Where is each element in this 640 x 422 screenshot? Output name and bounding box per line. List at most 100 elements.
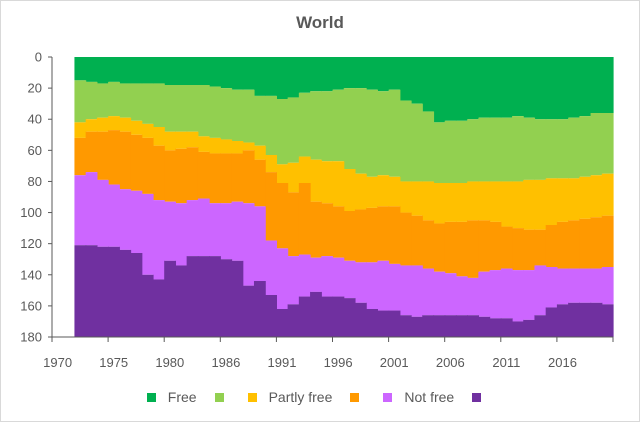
- area-segment: [85, 245, 98, 337]
- series-free: [74, 57, 614, 123]
- area-segment: [399, 265, 412, 316]
- area-segment: [377, 206, 390, 261]
- area-segment: [85, 81, 98, 120]
- area-segment: [422, 268, 435, 316]
- area-segment: [152, 200, 165, 280]
- area-segment: [579, 268, 592, 303]
- area-segment: [556, 119, 569, 179]
- series-band-4: [74, 130, 614, 278]
- x-tick-label: 2006: [436, 355, 465, 370]
- area-segment: [298, 57, 311, 93]
- area-segment: [276, 183, 289, 249]
- area-segment: [478, 117, 491, 182]
- area-segment: [152, 279, 165, 337]
- area-segment: [343, 211, 356, 261]
- area-segment: [321, 91, 334, 162]
- x-tick-label: 1980: [155, 355, 184, 370]
- area-segment: [455, 120, 468, 183]
- area-segment: [175, 148, 188, 204]
- area-segment: [220, 57, 233, 89]
- area-segment: [321, 256, 334, 297]
- area-segment: [85, 172, 98, 246]
- area-segment: [590, 217, 603, 269]
- area-segment: [298, 296, 311, 337]
- area-segment: [489, 57, 502, 118]
- area-segment: [545, 119, 558, 179]
- area-segment: [108, 81, 120, 117]
- area-segment: [534, 119, 547, 180]
- y-tick-label: 20: [28, 81, 42, 96]
- y-tick-label: 120: [20, 236, 42, 251]
- area-segment: [500, 268, 513, 319]
- area-segment: [444, 221, 457, 274]
- area-segment: [377, 260, 390, 311]
- x-tick-label: 2011: [492, 355, 520, 370]
- area-segment: [310, 159, 322, 202]
- area-segment: [242, 89, 255, 143]
- area-segment: [500, 181, 513, 227]
- area-segment: [276, 57, 289, 99]
- area-segment: [556, 178, 569, 222]
- area-segment: [366, 57, 378, 90]
- area-segment: [422, 315, 435, 337]
- area-segment: [500, 226, 513, 269]
- legend-item: Not free: [383, 389, 460, 405]
- area-segment: [523, 319, 536, 337]
- area-segment: [579, 176, 592, 219]
- area-segment: [298, 92, 311, 157]
- area-segment: [186, 147, 199, 201]
- area-segment: [411, 215, 423, 266]
- y-tick-label: 180: [20, 330, 42, 345]
- area-segment: [444, 273, 457, 316]
- area-segment: [455, 221, 468, 277]
- y-tick-label: 60: [28, 143, 42, 158]
- area-segment: [377, 91, 390, 176]
- legend-label: Free: [167, 389, 197, 405]
- area-segment: [108, 57, 120, 82]
- area-segment: [220, 139, 233, 154]
- area-segment: [523, 270, 536, 320]
- stacked-areas: [74, 57, 614, 337]
- area-segment: [366, 207, 378, 263]
- area-segment: [85, 119, 98, 132]
- area-segment: [209, 256, 221, 337]
- legend-item: [350, 392, 371, 402]
- area-segment: [164, 150, 177, 202]
- area-segment: [601, 57, 614, 113]
- area-segment: [444, 120, 457, 183]
- area-segment: [601, 113, 614, 174]
- area-segment: [399, 57, 412, 101]
- area-segment: [343, 57, 356, 89]
- area-segment: [96, 83, 109, 118]
- area-segment: [108, 116, 120, 131]
- area-segment: [433, 223, 446, 272]
- x-tick-label: 2016: [548, 355, 577, 370]
- area-segment: [489, 117, 502, 182]
- area-segment: [332, 89, 345, 162]
- area-segment: [422, 57, 435, 112]
- area-segment: [433, 57, 446, 123]
- area-segment: [119, 131, 132, 190]
- area-segment: [433, 271, 446, 316]
- area-segment: [242, 285, 255, 337]
- area-segment: [253, 145, 266, 160]
- area-segment: [467, 181, 479, 221]
- area-segment: [343, 88, 356, 169]
- area-segment: [512, 270, 524, 322]
- area-segment: [478, 57, 491, 118]
- area-segment: [186, 85, 199, 132]
- area-segment: [186, 256, 199, 337]
- area-segment: [388, 176, 401, 207]
- x-tick-label: 1975: [99, 355, 128, 370]
- series-band-6: [74, 245, 614, 337]
- area-segment: [366, 309, 378, 337]
- area-segment: [354, 262, 367, 303]
- area-segment: [96, 246, 109, 337]
- area-segment: [231, 153, 244, 202]
- area-segment: [164, 260, 177, 337]
- area-segment: [568, 57, 580, 118]
- area-segment: [231, 141, 244, 154]
- area-segment: [489, 318, 502, 337]
